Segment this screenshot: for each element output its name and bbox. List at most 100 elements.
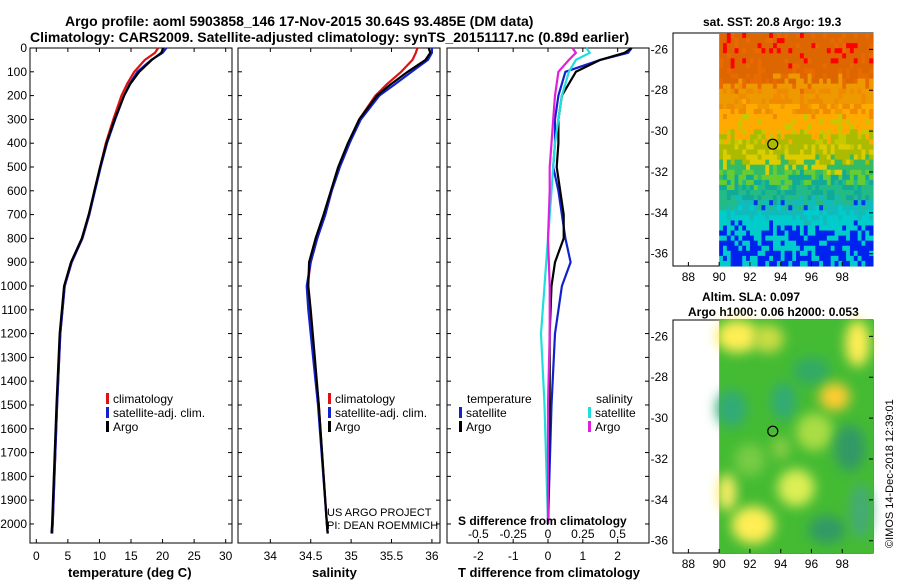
sst-cell [746,179,751,186]
sst-cell [757,255,762,262]
sst-cell [838,53,843,59]
salinity-series [305,47,433,534]
sst-cell [819,255,824,262]
sst-cell [830,98,835,105]
sst-cell [746,164,751,171]
map-y-tick-label: -32 [651,452,669,466]
sst-cell [865,88,870,95]
sst-cell [830,169,835,176]
sst-cell [780,83,785,90]
sst-cell [830,220,835,226]
sst-cell [765,210,770,216]
sst-cell [849,108,855,115]
sst-cell [842,129,847,135]
sst-cell [749,174,755,181]
sst-cell [738,129,743,135]
sst-cell [726,260,732,267]
sst-cell [842,38,847,44]
sst-cell [815,73,820,79]
sst-cell [865,134,870,140]
sst-cell [776,149,782,155]
sst-cell [723,205,728,211]
sst-cell [738,83,743,90]
sst-cell [769,149,774,155]
sst-cell [865,210,870,216]
sst-cell [788,210,793,216]
sst-cell [792,98,797,105]
sst-cell [746,139,751,145]
sst-cell [726,114,732,120]
x-top-tick-label: 0.5 [609,527,626,541]
project-credit-line2: PI: DEAN ROEMMICH [327,520,438,532]
sst-cell [796,154,801,161]
sst-cell [823,250,828,257]
sst-cell [780,179,785,186]
sst-cell [865,83,870,90]
sst-cell [761,119,766,125]
figure-title-line2: Climatology: CARS2009. Satellite-adjuste… [30,29,629,45]
depth-tick-label: 1700 [0,446,27,460]
sst-cell [834,43,839,49]
sst-cell [803,159,809,166]
sst-cell [784,260,789,267]
sst-cell [819,93,824,100]
sst-cell [823,124,828,130]
map-y-tick-label: -34 [651,493,669,507]
sst-cell [834,250,839,257]
sst-cell [749,245,755,252]
sst-cell [838,68,843,74]
sst-cell [734,184,739,191]
sst-cell [819,225,824,231]
sst-cell [738,245,743,252]
x-tick-label: -1 [508,549,519,563]
sst-cell [861,174,866,181]
legend-label-climatology: climatology [113,392,173,406]
difference-legend: temperature satellite Argo salinity sate… [459,392,636,434]
sst-cell [742,164,747,171]
sst-cell [773,139,778,145]
sst-cell [826,108,832,115]
map-x-tick-label: 98 [836,270,850,284]
sst-cell [823,48,828,54]
sst-cell [757,144,762,150]
sst-cell [788,73,793,79]
sst-cell [803,179,809,186]
map-x-tick-label: 94 [774,270,788,284]
sst-cell [784,164,789,171]
sst-cell [734,88,739,95]
sst-cell [834,139,839,145]
sst-cell [734,190,739,196]
sst-cell [861,240,866,247]
sst-cell [799,83,805,90]
sst-cell [784,53,789,59]
sst-cell [846,255,851,262]
sst-cell [811,215,816,221]
sst-cell [734,48,739,54]
sst-cell [765,225,770,231]
sst-cell [726,235,732,242]
sst-cell [823,230,828,237]
sst-cell [792,225,797,231]
x-tick-label: 10 [93,549,107,563]
sst-cell [823,154,828,161]
sst-cell [738,108,743,115]
sst-cell [838,78,843,85]
sst-cell [780,174,785,181]
sst-cell [826,205,832,211]
sst-cell [761,38,766,44]
sst-cell [780,134,785,140]
sst-cell [723,124,728,130]
sst-cell [719,78,724,85]
sst-cell [799,78,805,85]
sst-cell [849,179,855,186]
sst-cell [726,174,732,181]
sst-cell [853,190,859,196]
sst-cell [773,215,778,221]
sst-cell [730,154,735,161]
sst-cell [807,124,812,130]
sst-cell [765,235,770,242]
sst-cell [742,139,747,145]
sst-cell [796,169,801,176]
sst-cell [815,98,820,105]
sst-cell [742,68,747,74]
